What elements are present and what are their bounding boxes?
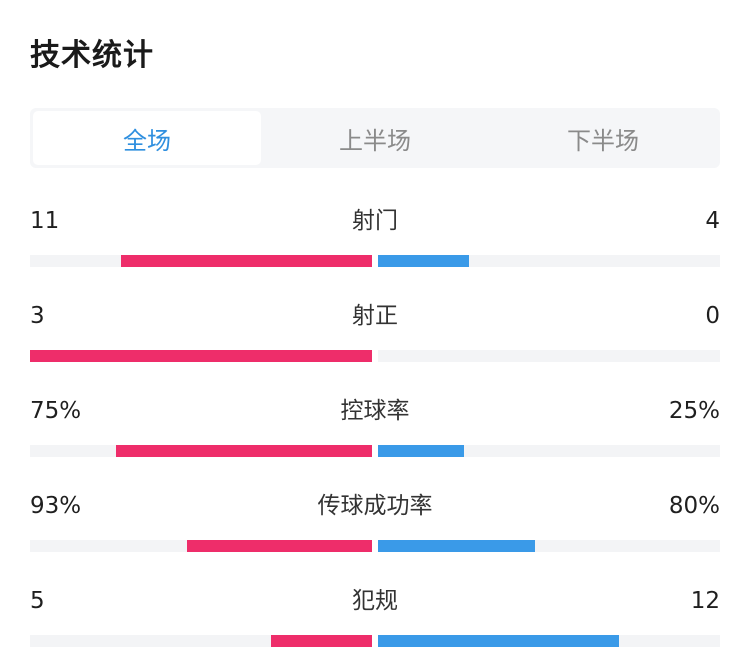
stats-list: 11 射门 4 3 射正 0 75% 控球率 25% [30, 192, 720, 667]
away-bar-track [378, 635, 720, 647]
home-value: 75% [30, 398, 82, 424]
away-value: 4 [705, 208, 720, 234]
stat-label: 射正 [352, 303, 398, 329]
home-bar-track [30, 445, 372, 457]
page-title: 技术统计 [30, 38, 154, 73]
home-bar-track [30, 540, 372, 552]
home-value: 11 [30, 208, 60, 234]
comparison-bar [30, 445, 720, 457]
stat-row-shots-on-target: 3 射正 0 [30, 287, 720, 382]
comparison-bar [30, 540, 720, 552]
home-value: 5 [30, 588, 45, 614]
stat-row-fouls: 5 犯规 12 [30, 572, 720, 667]
away-bar-track [378, 255, 720, 267]
tab-second-half[interactable]: 下半场 [567, 126, 639, 155]
away-bar-track [378, 540, 720, 552]
home-bar-fill [271, 635, 372, 647]
away-bar-fill [378, 445, 464, 457]
comparison-bar [30, 350, 720, 362]
home-value: 3 [30, 303, 45, 329]
away-bar-track [378, 350, 720, 362]
away-bar-track [378, 445, 720, 457]
away-value: 25% [668, 398, 720, 424]
home-bar-fill [121, 255, 372, 267]
home-value: 93% [30, 493, 82, 519]
home-bar-track [30, 255, 372, 267]
tab-first-half[interactable]: 上半场 [339, 126, 411, 155]
stat-label: 射门 [352, 208, 398, 234]
stat-row-pass-accuracy: 93% 传球成功率 80% [30, 477, 720, 572]
away-bar-fill [378, 635, 620, 647]
stat-row-shots: 11 射门 4 [30, 192, 720, 287]
away-value: 0 [705, 303, 720, 329]
stat-label: 控球率 [340, 398, 410, 424]
home-bar-fill [187, 540, 372, 552]
home-bar-track [30, 635, 372, 647]
comparison-bar [30, 255, 720, 267]
away-bar-fill [378, 540, 536, 552]
home-bar-track [30, 350, 372, 362]
stat-row-possession: 75% 控球率 25% [30, 382, 720, 477]
stat-label: 传球成功率 [317, 493, 433, 519]
home-bar-fill [30, 350, 372, 362]
tab-full-match[interactable]: 全场 [33, 111, 261, 165]
home-bar-fill [115, 445, 372, 457]
away-value: 80% [668, 493, 720, 519]
comparison-bar [30, 635, 720, 647]
away-value: 12 [690, 588, 720, 614]
stat-label: 犯规 [352, 588, 398, 614]
away-bar-fill [378, 255, 470, 267]
period-tabs: 全场 上半场 下半场 [30, 108, 720, 168]
